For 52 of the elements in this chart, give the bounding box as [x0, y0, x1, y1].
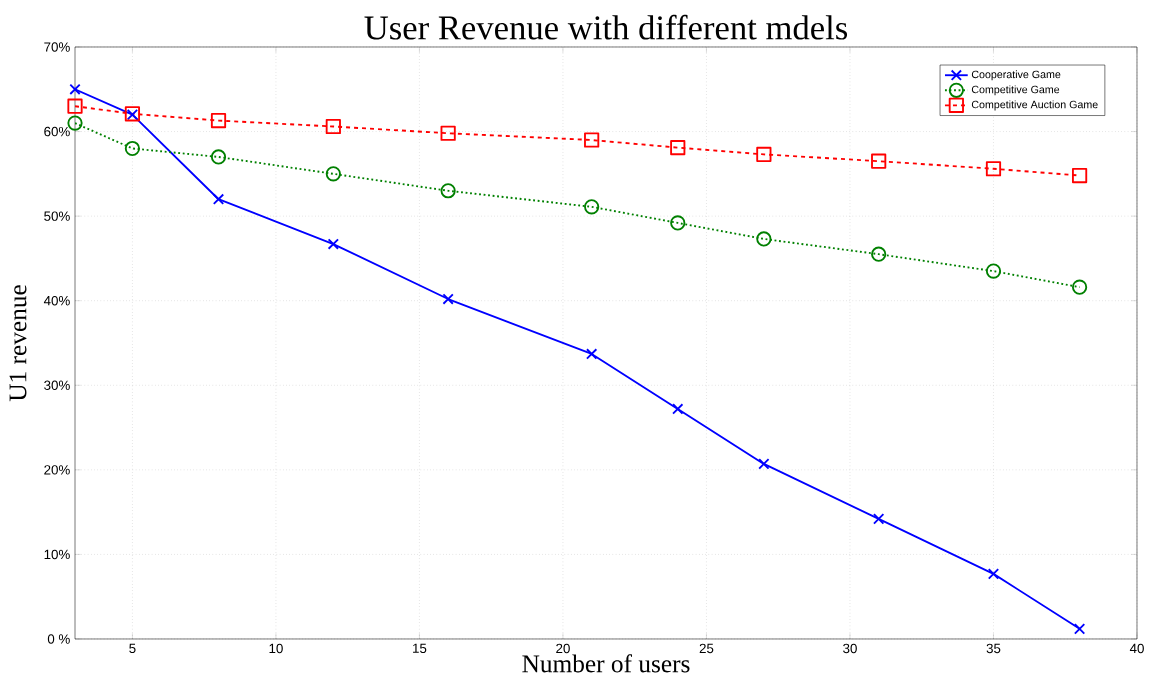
x-axis-title: Number of users: [522, 654, 690, 673]
point: [212, 193, 225, 205]
point: [584, 132, 600, 148]
point: [69, 83, 81, 95]
y-axis-title: U1 revenue: [9, 285, 27, 402]
point: [440, 125, 456, 141]
y-tick-label: 50%: [44, 211, 70, 221]
point: [1073, 623, 1086, 635]
y-tick-label: 30%: [44, 380, 70, 390]
point: [871, 153, 887, 169]
point: [758, 458, 770, 470]
point: [210, 112, 227, 129]
y-tick-label: 20%: [44, 465, 70, 475]
point: [584, 199, 600, 215]
x-tick-label: 15: [413, 643, 427, 653]
point: [325, 166, 341, 182]
x-tick-label: 10: [269, 643, 283, 654]
point: [672, 403, 684, 415]
chart-title: User Revenue with different mdels: [364, 14, 848, 40]
y-tick-label: 70%: [44, 42, 70, 52]
point: [670, 215, 686, 231]
y-tick-label: 40%: [43, 295, 70, 306]
point: [1071, 167, 1088, 184]
legend-label: Competitive Game: [971, 85, 1060, 96]
x-tick-label: 5: [129, 643, 136, 653]
legend-label: Cooperative Game: [971, 70, 1061, 81]
point: [670, 140, 686, 156]
point: [756, 146, 772, 162]
point: [985, 263, 1002, 279]
point: [585, 348, 598, 360]
point: [440, 183, 456, 199]
point: [325, 118, 341, 135]
x-tick-label: 35: [986, 643, 1001, 654]
y-tick-label: 60%: [44, 126, 70, 137]
point: [327, 238, 339, 250]
x-tick-label: 20: [556, 643, 570, 654]
point: [124, 140, 141, 157]
y-tick-label: 0 %: [47, 634, 70, 644]
point: [756, 231, 772, 247]
x-tick-label: 30: [843, 643, 857, 654]
x-tick-label: 40: [1129, 643, 1144, 654]
point: [871, 246, 887, 262]
point: [987, 568, 1000, 580]
point: [67, 98, 83, 114]
point: [985, 161, 1002, 177]
point: [210, 149, 227, 165]
point: [442, 293, 454, 305]
x-tick-label: 25: [699, 643, 714, 654]
legend-label: Competitive Auction Game: [971, 100, 1098, 111]
y-tick-label: 10%: [44, 549, 70, 560]
point: [873, 513, 885, 525]
point: [1071, 279, 1088, 295]
